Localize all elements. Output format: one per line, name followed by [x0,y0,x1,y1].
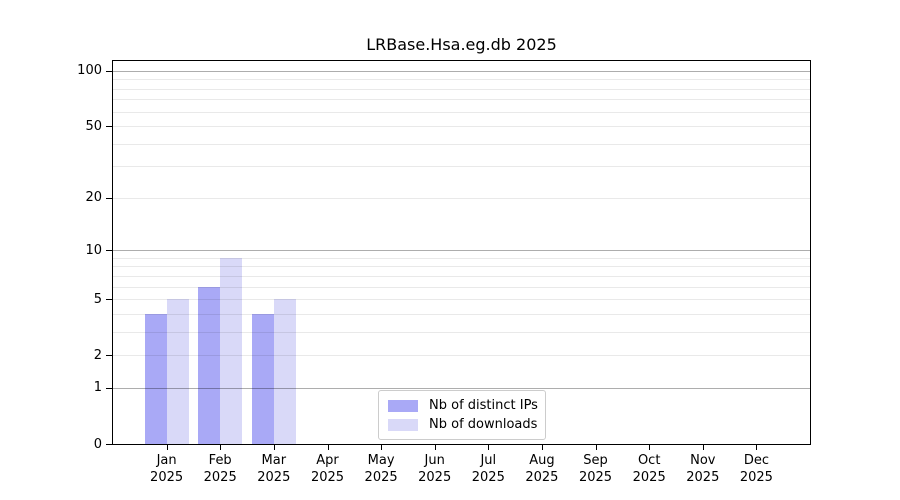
y-tick-label-0: 0 [93,436,102,452]
minor-gridline-2 [113,355,810,357]
x-tick-label-feb-2025: Feb 2025 [203,453,237,485]
minor-gridline-5 [113,299,810,301]
minor-gridline-40 [113,143,810,145]
x-tick-sep-2025 [595,445,597,450]
grid-layer [113,61,810,444]
y-tick-10 [106,250,112,252]
minor-gridline-8 [113,266,810,268]
major-gridline-1 [113,387,810,389]
minor-gridline-80 [113,88,810,90]
y-tick-label-100: 100 [77,63,102,79]
x-tick-mar-2025 [273,445,275,450]
major-gridline-10 [113,250,810,252]
legend-label-downloads: Nb of downloads [429,417,538,432]
y-tick-50 [106,126,112,127]
y-tick-label-1: 1 [93,380,102,396]
x-tick-label-nov-2025: Nov 2025 [686,453,720,485]
minor-gridline-20 [113,197,810,199]
x-tick-label-mar-2025: Mar 2025 [257,453,291,485]
minor-gridline-30 [113,166,810,168]
x-tick-label-dec-2025: Dec 2025 [739,453,773,485]
y-tick-label-20: 20 [85,190,102,206]
x-tick-feb-2025 [220,445,222,450]
y-tick-0 [106,444,112,445]
plot-area [112,60,811,445]
x-tick-label-apr-2025: Apr 2025 [310,453,345,485]
downloads-swatch-icon [388,418,418,431]
minor-gridline-60 [113,111,810,113]
y-tick-label-5: 5 [93,291,102,307]
y-tick-label-10: 10 [85,242,102,258]
x-tick-dec-2025 [756,445,758,450]
y-tick-5 [106,299,112,301]
bar-nb-of-downloads-feb-2025 [220,257,243,444]
x-tick-apr-2025 [327,445,329,450]
x-tick-jul-2025 [488,445,490,450]
minor-gridline-90 [113,79,810,81]
minor-gridline-50 [113,126,810,127]
x-tick-label-aug-2025: Aug 2025 [525,453,559,485]
minor-gridline-70 [113,99,810,101]
minor-gridline-7 [113,275,810,277]
x-tick-label-sep-2025: Sep 2025 [578,453,613,485]
major-gridline-100 [113,70,810,72]
distinct-ips-swatch-icon [388,399,418,412]
bars-layer [113,61,810,444]
minor-gridline-9 [113,257,810,259]
bar-nb-of-distinct-ips-feb-2025 [198,286,221,444]
bar-nb-of-distinct-ips-mar-2025 [251,313,274,444]
bar-nb-of-downloads-mar-2025 [273,299,296,444]
x-tick-jun-2025 [434,445,436,450]
legend-entry-distinct-ips: Nb of distinct IPs [388,396,538,415]
bar-nb-of-distinct-ips-jan-2025 [144,313,167,444]
x-tick-label-jul-2025: Jul 2025 [471,453,505,485]
y-tick-2 [106,355,112,357]
x-tick-may-2025 [381,445,383,450]
y-tick-label-50: 50 [85,118,102,134]
x-tick-label-jan-2025: Jan 2025 [150,453,184,485]
minor-gridline-3 [113,331,810,333]
bar-nb-of-downloads-jan-2025 [166,299,189,444]
y-tick-1 [106,387,112,389]
x-tick-label-oct-2025: Oct 2025 [632,453,666,485]
x-tick-jan-2025 [166,445,168,450]
legend-label-distinct-ips: Nb of distinct IPs [429,398,538,413]
y-tick-100 [106,70,112,72]
legend: Nb of distinct IPs Nb of downloads [378,390,546,440]
x-tick-oct-2025 [649,445,651,450]
chart-title: LRBase.Hsa.eg.db 2025 [366,35,557,54]
y-tick-label-2: 2 [93,347,102,363]
minor-gridline-6 [113,286,810,288]
x-tick-aug-2025 [541,445,543,450]
y-tick-20 [106,197,112,199]
x-tick-nov-2025 [702,445,704,450]
x-tick-label-may-2025: May 2025 [364,453,398,485]
x-tick-label-jun-2025: Jun 2025 [418,453,452,485]
minor-gridline-4 [113,313,810,315]
legend-entry-downloads: Nb of downloads [388,415,538,434]
